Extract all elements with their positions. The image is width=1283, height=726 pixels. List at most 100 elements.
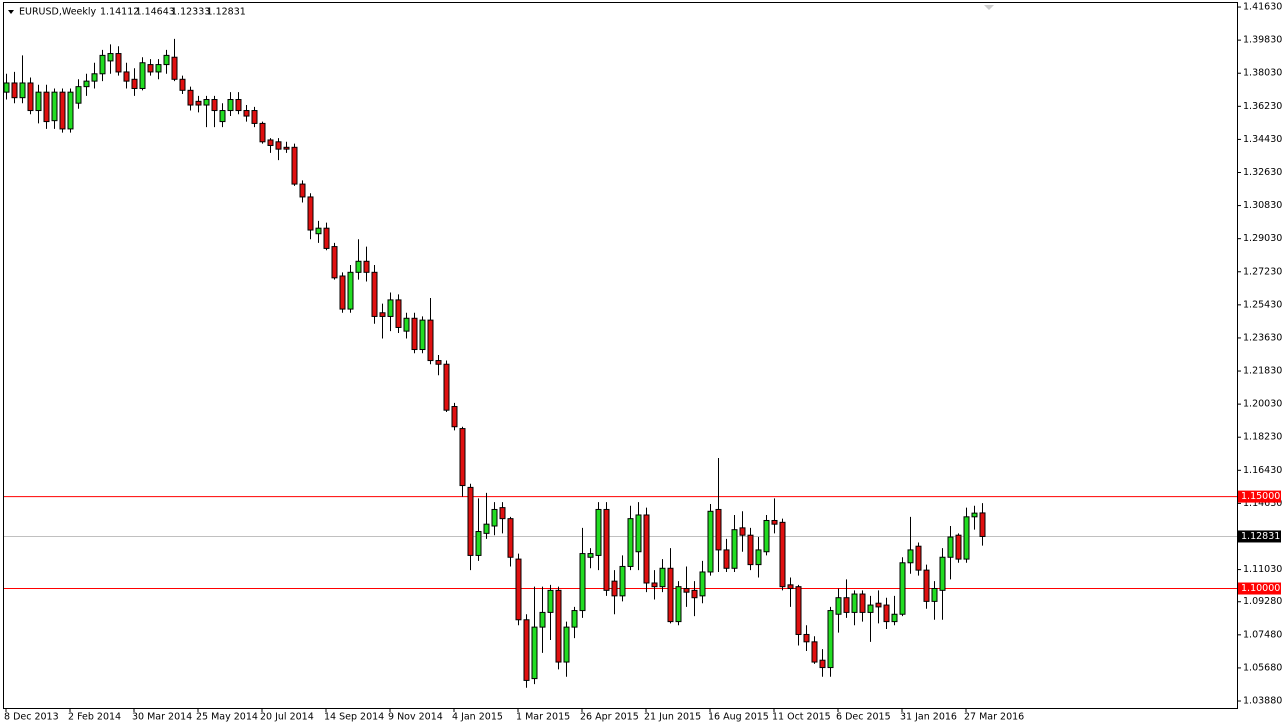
level-label-box (1238, 582, 1281, 595)
candle-body (771, 519, 778, 525)
y-tick-label: 1.18230 (1243, 432, 1282, 443)
candle-body (371, 271, 378, 317)
candle-body (707, 510, 714, 573)
x-tick-label: 16 Aug 2015 (708, 712, 769, 723)
y-tick-label: 1.29030 (1243, 233, 1282, 244)
y-tick-label: 1.25430 (1243, 299, 1282, 310)
candle-body (427, 319, 434, 362)
y-tick-label: 1.39830 (1243, 35, 1282, 46)
y-tick-label: 1.38030 (1243, 68, 1282, 79)
candle-body (291, 146, 298, 185)
candle-body (555, 589, 562, 663)
symbol: EURUSD,Weekly (19, 7, 97, 18)
y-tick-label: 1.14630 (1243, 498, 1282, 509)
candle-body (531, 626, 538, 680)
candle-body (355, 260, 362, 273)
candle-body (715, 508, 722, 551)
candle-body (731, 529, 738, 569)
candle-body (59, 91, 66, 130)
candle-body (43, 91, 50, 123)
candle-body (675, 586, 682, 623)
y-tick-label: 1.03880 (1243, 696, 1282, 707)
candle-body (139, 62, 146, 89)
candle-body (331, 246, 338, 279)
x-tick-label: 11 Oct 2015 (772, 712, 831, 723)
candle-body (547, 589, 554, 613)
candle-body (595, 508, 602, 556)
candle-body (635, 514, 642, 553)
candle-body (795, 586, 802, 635)
candle-body (315, 227, 322, 235)
candle-body (899, 562, 906, 615)
x-tick-label: 1 Mar 2015 (516, 712, 570, 723)
candle-body (275, 141, 282, 150)
candle-body (467, 486, 474, 556)
candle-body (243, 110, 250, 117)
candle-body (835, 597, 842, 615)
candle-body (203, 99, 210, 106)
candle-body (155, 64, 162, 73)
level-label: 1.15000 (1241, 491, 1280, 502)
candle-body (363, 260, 370, 273)
y-tick-label: 1.09280 (1243, 596, 1282, 607)
candle-body (843, 597, 850, 613)
candle-body (627, 518, 634, 567)
candle-body (611, 580, 618, 597)
x-tick-label: 20 Jul 2014 (260, 712, 314, 723)
candle-body (931, 588, 938, 602)
candle-body (123, 71, 130, 82)
level-label: 1.10000 (1241, 583, 1280, 594)
candle-body (195, 100, 202, 106)
candle-body (667, 567, 674, 623)
level-label-box (1238, 490, 1281, 503)
candle-body (51, 91, 58, 122)
x-tick-label: 25 May 2014 (196, 712, 258, 723)
candle-body (339, 275, 346, 310)
candle-body (307, 196, 314, 231)
plot-frame (3, 2, 1238, 709)
candle-body (803, 633, 810, 643)
x-tick-label: 9 Nov 2014 (388, 712, 443, 723)
candle-body (107, 53, 114, 62)
candle-body (939, 556, 946, 591)
header-value: 1.12333 (171, 7, 210, 18)
candle-body (963, 516, 970, 560)
x-tick-label: 2 Feb 2014 (68, 712, 121, 723)
candle-body (571, 610, 578, 628)
candle-body (603, 508, 610, 591)
y-tick-label: 1.16430 (1243, 465, 1282, 476)
candle-body (67, 91, 74, 130)
candle-body (27, 82, 34, 112)
candle-body (131, 78, 138, 89)
candle-body (739, 527, 746, 536)
header-value: 1.12831 (207, 7, 246, 18)
candle-body (147, 64, 154, 73)
candle-body (19, 82, 26, 99)
candle-body (91, 73, 98, 82)
candle-body (251, 110, 258, 124)
candle-body (651, 582, 658, 588)
candle-body (891, 613, 898, 623)
candle-body (387, 299, 394, 317)
shift-marker (984, 5, 994, 10)
candle-body (235, 99, 242, 112)
y-tick-label: 1.23630 (1243, 332, 1282, 343)
candle-body (659, 567, 666, 588)
candle-body (299, 183, 306, 198)
x-tick-label: 14 Sep 2014 (324, 712, 384, 723)
candle-body (947, 536, 954, 558)
last-price-label: 1.12831 (1241, 531, 1280, 542)
header-arrow (8, 10, 14, 14)
header-value: 1.14643 (136, 7, 175, 18)
x-tick-label: 21 Jun 2015 (644, 712, 701, 723)
candle-body (451, 406, 458, 428)
candle-body (907, 549, 914, 564)
candle-body (435, 360, 442, 365)
candle-body (811, 641, 818, 663)
candle-body (699, 571, 706, 597)
candle-body (499, 507, 506, 520)
candle-body (563, 626, 570, 663)
candle-body (347, 271, 354, 310)
candle-body (419, 319, 426, 351)
